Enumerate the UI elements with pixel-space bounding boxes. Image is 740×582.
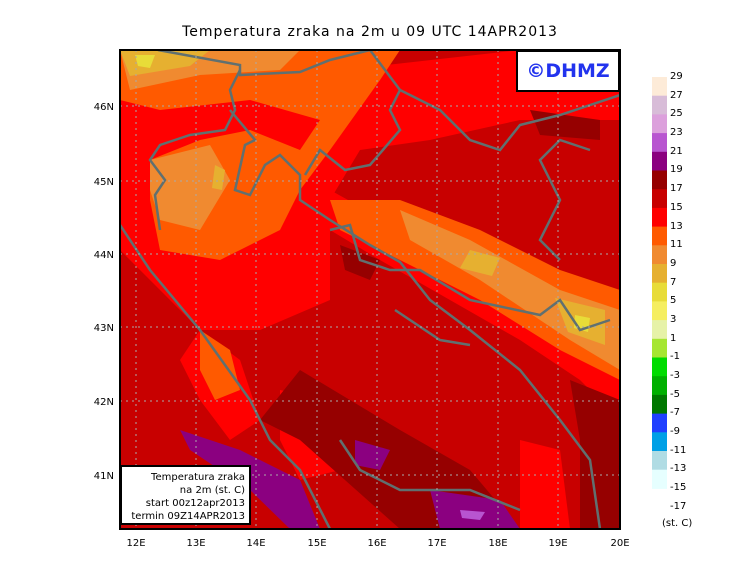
legend-swatch (652, 77, 667, 97)
legend-label: 13 (670, 221, 683, 232)
color-legend (652, 77, 667, 489)
lat-tick: 41N (94, 471, 114, 482)
legend-label: -5 (670, 389, 680, 400)
info-line: Temperatura zraka (151, 472, 245, 483)
legend-label: -11 (670, 445, 687, 456)
legend-label: -15 (670, 482, 687, 493)
legend-label: -3 (670, 370, 680, 381)
lat-tick: 45N (94, 177, 114, 188)
lon-tick: 19E (548, 538, 567, 549)
lon-axis: 12E 13E 14E 15E 16E 17E 18E 19E 20E (126, 538, 629, 549)
lat-tick: 46N (94, 102, 114, 113)
legend-swatch (652, 451, 667, 471)
legend-swatch (652, 469, 667, 489)
lon-tick: 17E (427, 538, 446, 549)
legend-label: 3 (670, 314, 677, 325)
coastline-borders (120, 50, 620, 529)
legend-unit: (st. C) (662, 518, 693, 529)
legend-swatch (652, 114, 667, 134)
legend-label: 11 (670, 239, 683, 250)
legend-label: 17 (670, 183, 683, 194)
info-line: termin 09Z14APR2013 (131, 511, 245, 522)
legend-swatch (652, 95, 667, 115)
grid-lines (120, 50, 620, 529)
lon-tick: 16E (367, 538, 386, 549)
temperature-field (120, 50, 620, 529)
legend-swatch (652, 376, 667, 396)
info-line: na 2m (st. C) (179, 485, 245, 496)
legend-swatch (652, 151, 667, 171)
legend-label: 19 (670, 164, 683, 175)
lon-tick: 13E (186, 538, 205, 549)
info-box: Temperatura zraka na 2m (st. C) start 00… (120, 465, 251, 525)
legend-label: -1 (670, 351, 680, 362)
legend-label: 21 (670, 146, 683, 157)
lon-tick: 15E (307, 538, 326, 549)
legend-label: -13 (670, 463, 687, 474)
lat-tick: 44N (94, 250, 114, 261)
legend-label: 7 (670, 277, 677, 288)
legend-label: 9 (670, 258, 677, 269)
legend-label: 25 (670, 108, 683, 119)
lon-tick: 14E (246, 538, 265, 549)
lat-tick: 43N (94, 323, 114, 334)
legend-swatch (652, 189, 667, 209)
info-line: start 00z12apr2013 (145, 498, 245, 509)
lon-tick: 20E (610, 538, 629, 549)
legend-label: 1 (670, 333, 677, 344)
legend-swatch (652, 245, 667, 265)
plot-frame (119, 49, 621, 530)
map-title: Temperatura zraka na 2m u 09 UTC 14APR20… (182, 24, 558, 40)
legend-swatch (652, 394, 667, 415)
legend-label: -7 (670, 407, 680, 418)
dhmz-logo: ©DHMZ (516, 50, 620, 92)
lat-axis: 46N 45N 44N 43N 42N 41N (94, 102, 114, 482)
legend-swatch (652, 282, 667, 302)
legend-swatch (652, 357, 667, 377)
legend-label: 15 (670, 202, 683, 213)
legend-label: 5 (670, 295, 677, 306)
legend-swatch (652, 133, 667, 153)
legend-swatch (652, 320, 667, 340)
legend-swatch (652, 170, 667, 190)
legend-label: 29 (670, 71, 683, 82)
legend-label: -9 (670, 426, 680, 437)
legend-swatch (652, 226, 667, 246)
legend-label: 27 (670, 90, 683, 101)
legend-swatch (652, 338, 667, 358)
legend-label: 23 (670, 127, 683, 138)
lon-tick: 18E (488, 538, 507, 549)
legend-swatch (652, 207, 667, 228)
lat-tick: 42N (94, 397, 114, 408)
legend-swatch (652, 413, 667, 433)
legend-swatch (652, 432, 667, 452)
legend-label: -17 (670, 501, 687, 512)
legend-swatch (652, 264, 667, 284)
legend-swatch (652, 301, 667, 321)
lon-tick: 12E (126, 538, 145, 549)
